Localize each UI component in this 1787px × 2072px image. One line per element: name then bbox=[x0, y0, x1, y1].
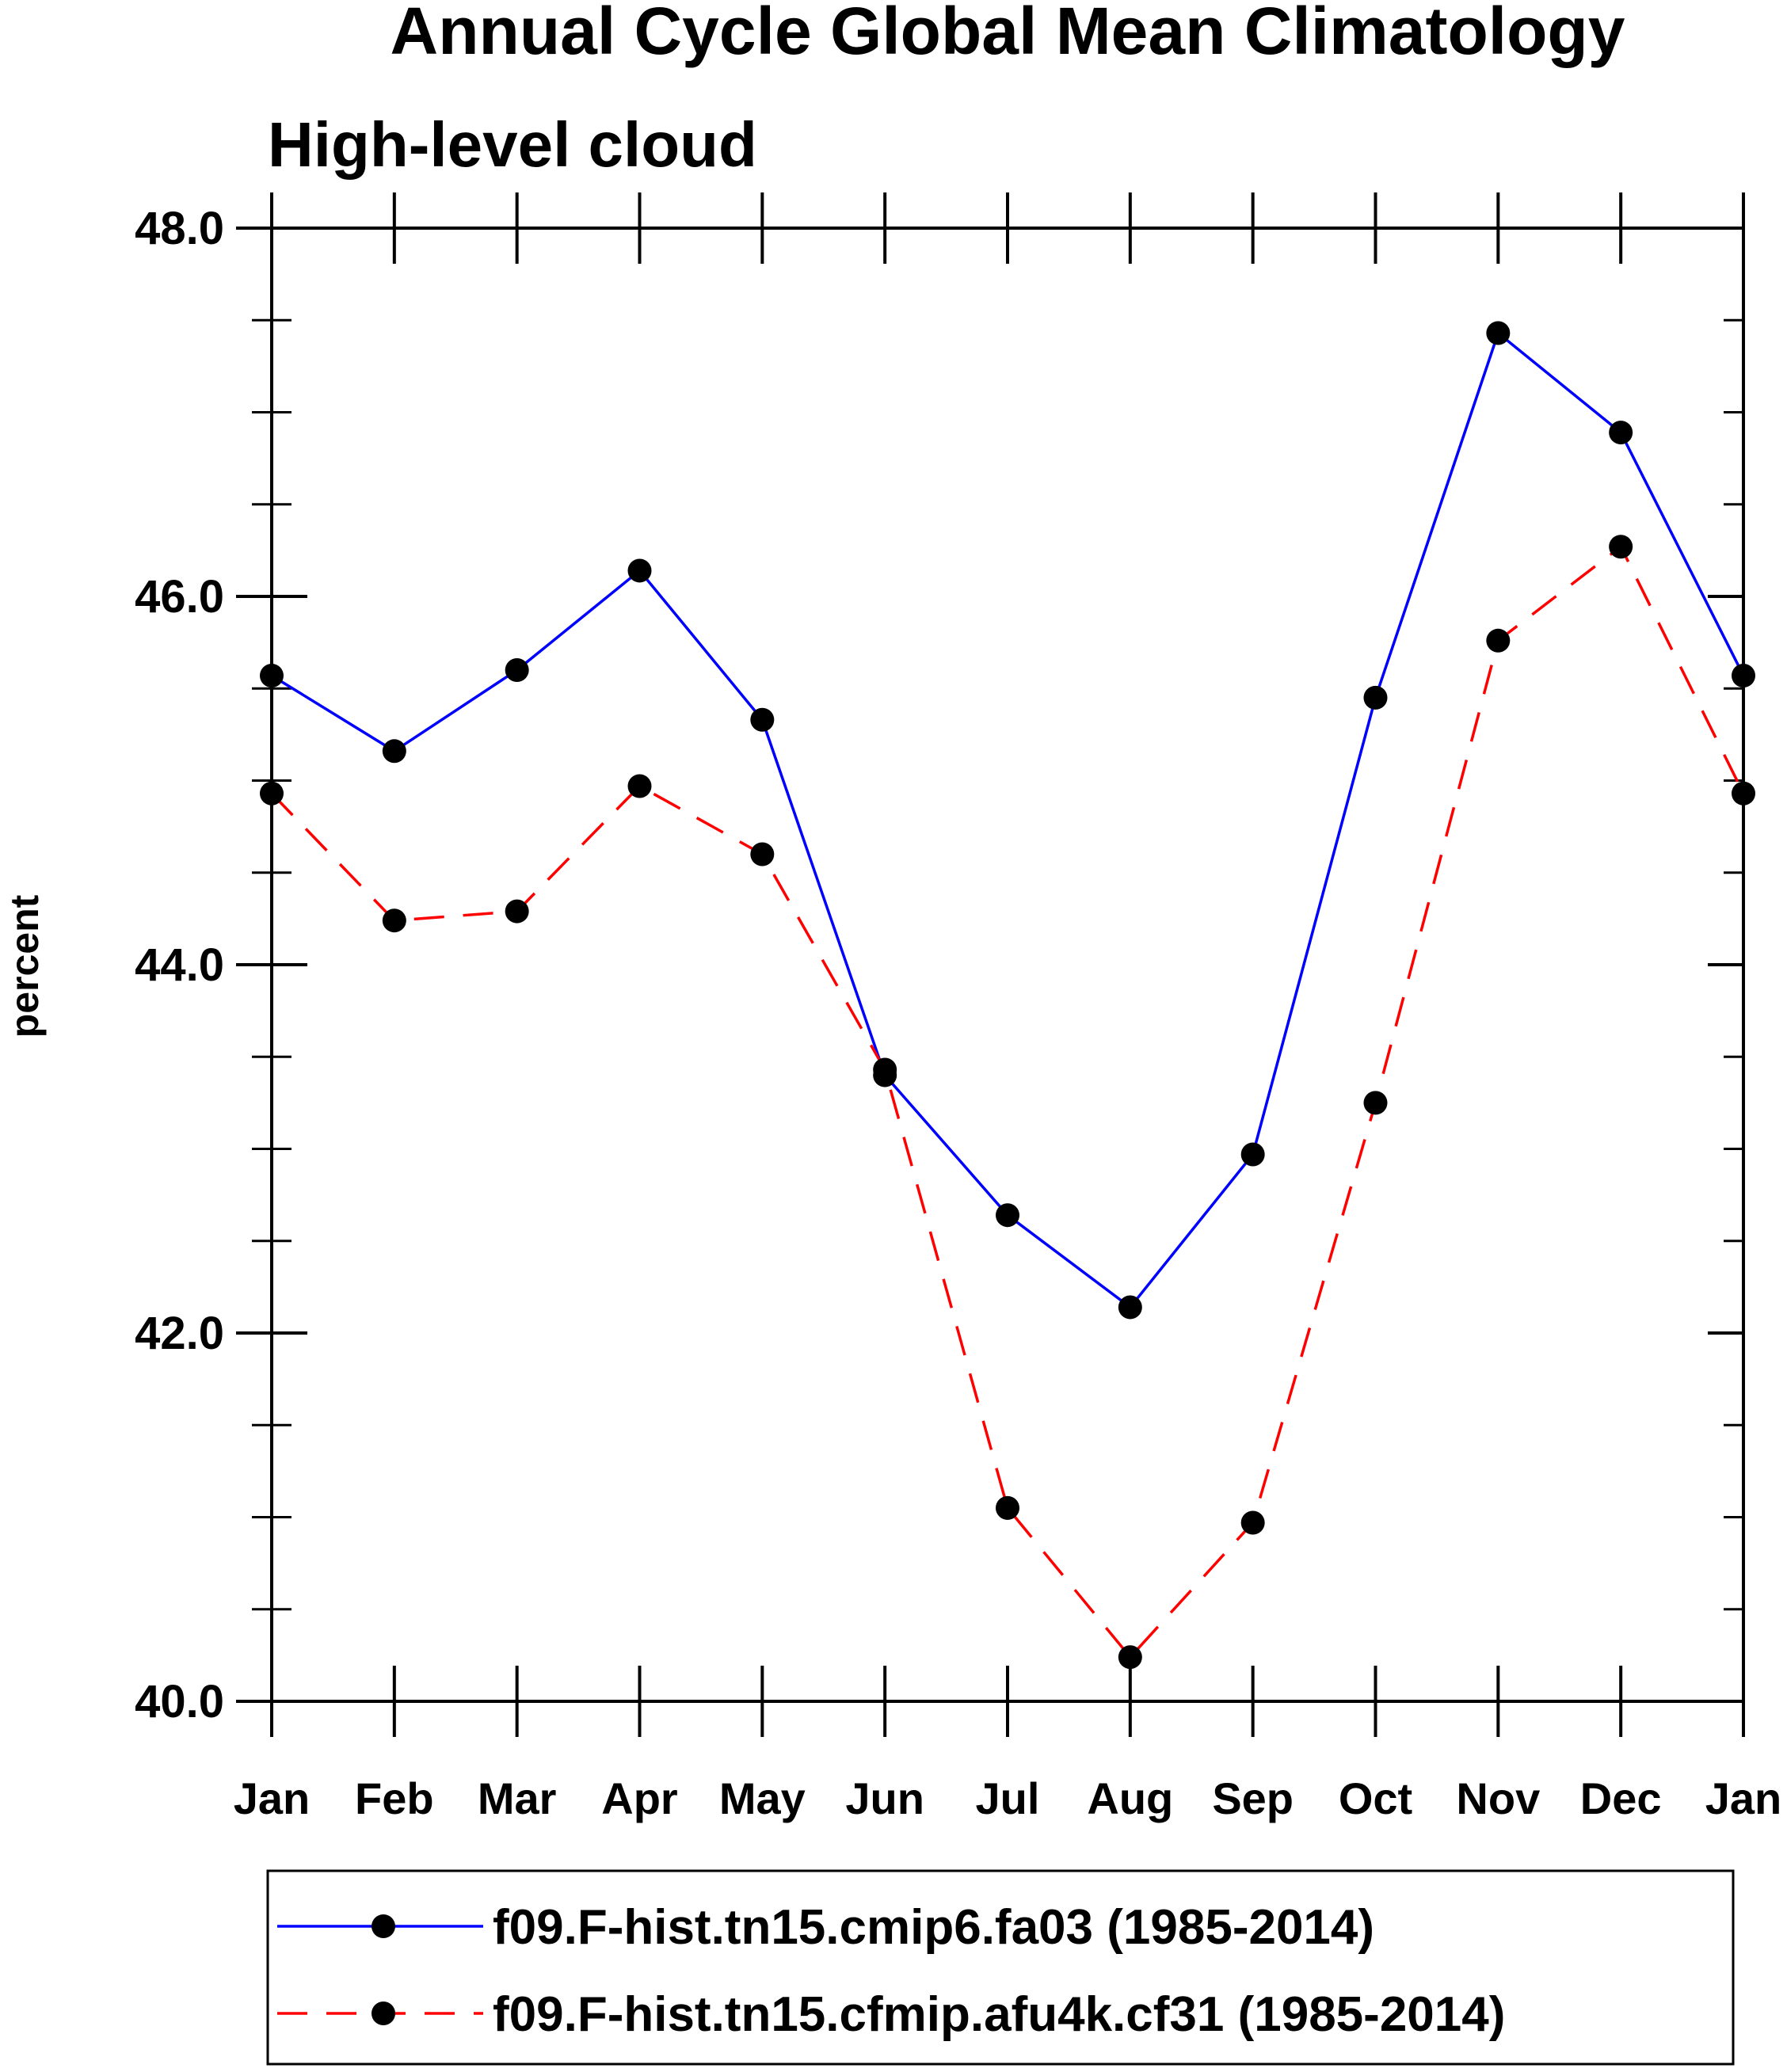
x-tick-label: Feb bbox=[355, 1773, 434, 1823]
data-point-s1 bbox=[996, 1203, 1019, 1228]
x-tick-label: Nov bbox=[1456, 1773, 1540, 1823]
x-tick-label: Sep bbox=[1212, 1773, 1294, 1823]
plot-frame bbox=[270, 227, 1745, 1703]
x-tick-label: Mar bbox=[478, 1773, 557, 1823]
x-tick-label: Jul bbox=[976, 1773, 1040, 1823]
data-point-s1 bbox=[1118, 1295, 1142, 1320]
data-point-s2 bbox=[1732, 781, 1755, 806]
chart-subtitle: High-level cloud bbox=[268, 109, 757, 180]
data-markers bbox=[260, 321, 1755, 1670]
data-point-s1 bbox=[1363, 685, 1388, 710]
legend-marker-1 bbox=[371, 1914, 395, 1938]
data-point-s1 bbox=[1240, 1142, 1265, 1167]
x-tick-label: Jan bbox=[234, 1773, 311, 1823]
legend-box bbox=[266, 1869, 1735, 2066]
data-point-s1 bbox=[750, 707, 775, 732]
x-tick-label: May bbox=[719, 1773, 806, 1823]
data-point-s2 bbox=[750, 842, 775, 867]
data-point-s2 bbox=[1486, 628, 1511, 653]
data-point-s1 bbox=[382, 739, 406, 764]
x-tick-label: Apr bbox=[601, 1773, 677, 1823]
data-point-s2 bbox=[627, 774, 652, 798]
y-axis-label: percent bbox=[2, 894, 47, 1038]
legend-label-2: f09.F-hist.tn15.cfmip.afu4k.cf31 (1985-2… bbox=[493, 1987, 1505, 2042]
y-tick-label: 44.0 bbox=[135, 939, 224, 991]
data-point-s2 bbox=[382, 908, 406, 933]
data-point-s2 bbox=[1118, 1645, 1142, 1670]
x-tick-label: Oct bbox=[1339, 1773, 1412, 1823]
x-tick-label: Jun bbox=[845, 1773, 924, 1823]
series-line-1 bbox=[271, 330, 1745, 1309]
data-point-s1 bbox=[505, 658, 529, 682]
series-line-2 bbox=[270, 544, 1745, 1659]
data-point-s1 bbox=[1732, 663, 1755, 687]
y-tick-label: 48.0 bbox=[135, 203, 224, 254]
data-point-s2 bbox=[1240, 1510, 1265, 1535]
y-tick-label: 46.0 bbox=[135, 571, 224, 623]
x-tick-label: Jan bbox=[1705, 1773, 1782, 1823]
y-tick-label: 40.0 bbox=[135, 1676, 224, 1727]
chart-title: Annual Cycle Global Mean Climatology bbox=[391, 0, 1625, 68]
legend: f09.F-hist.tn15.cmip6.fa03 (1985-2014) f0… bbox=[266, 1869, 1735, 2066]
data-point-s2 bbox=[873, 1057, 897, 1082]
x-axis: Jan Feb Mar Apr May Jun Jul Aug Sep Oct Nov Dec Jan bbox=[234, 192, 1782, 1823]
x-tick-label: Dec bbox=[1580, 1773, 1662, 1823]
data-point-s2 bbox=[996, 1495, 1019, 1520]
data-point-s1 bbox=[1609, 421, 1633, 445]
legend-label-1: f09.F-hist.tn15.cmip6.fa03 (1985-2014) bbox=[493, 1900, 1374, 1955]
y-axis: 40.0 42.0 44.0 46.0 48.0 bbox=[135, 203, 1743, 1727]
data-point-s1 bbox=[627, 558, 652, 583]
y-tick-label: 42.0 bbox=[135, 1308, 224, 1359]
x-tick-label: Aug bbox=[1087, 1773, 1173, 1823]
data-point-s2 bbox=[260, 781, 284, 806]
data-point-s2 bbox=[1609, 535, 1633, 559]
data-point-s1 bbox=[260, 663, 284, 687]
data-point-s1 bbox=[1486, 321, 1511, 345]
data-point-s2 bbox=[1363, 1091, 1388, 1115]
data-point-s2 bbox=[505, 899, 529, 924]
series-lines bbox=[270, 330, 1745, 1659]
legend-marker-2 bbox=[371, 2002, 395, 2025]
